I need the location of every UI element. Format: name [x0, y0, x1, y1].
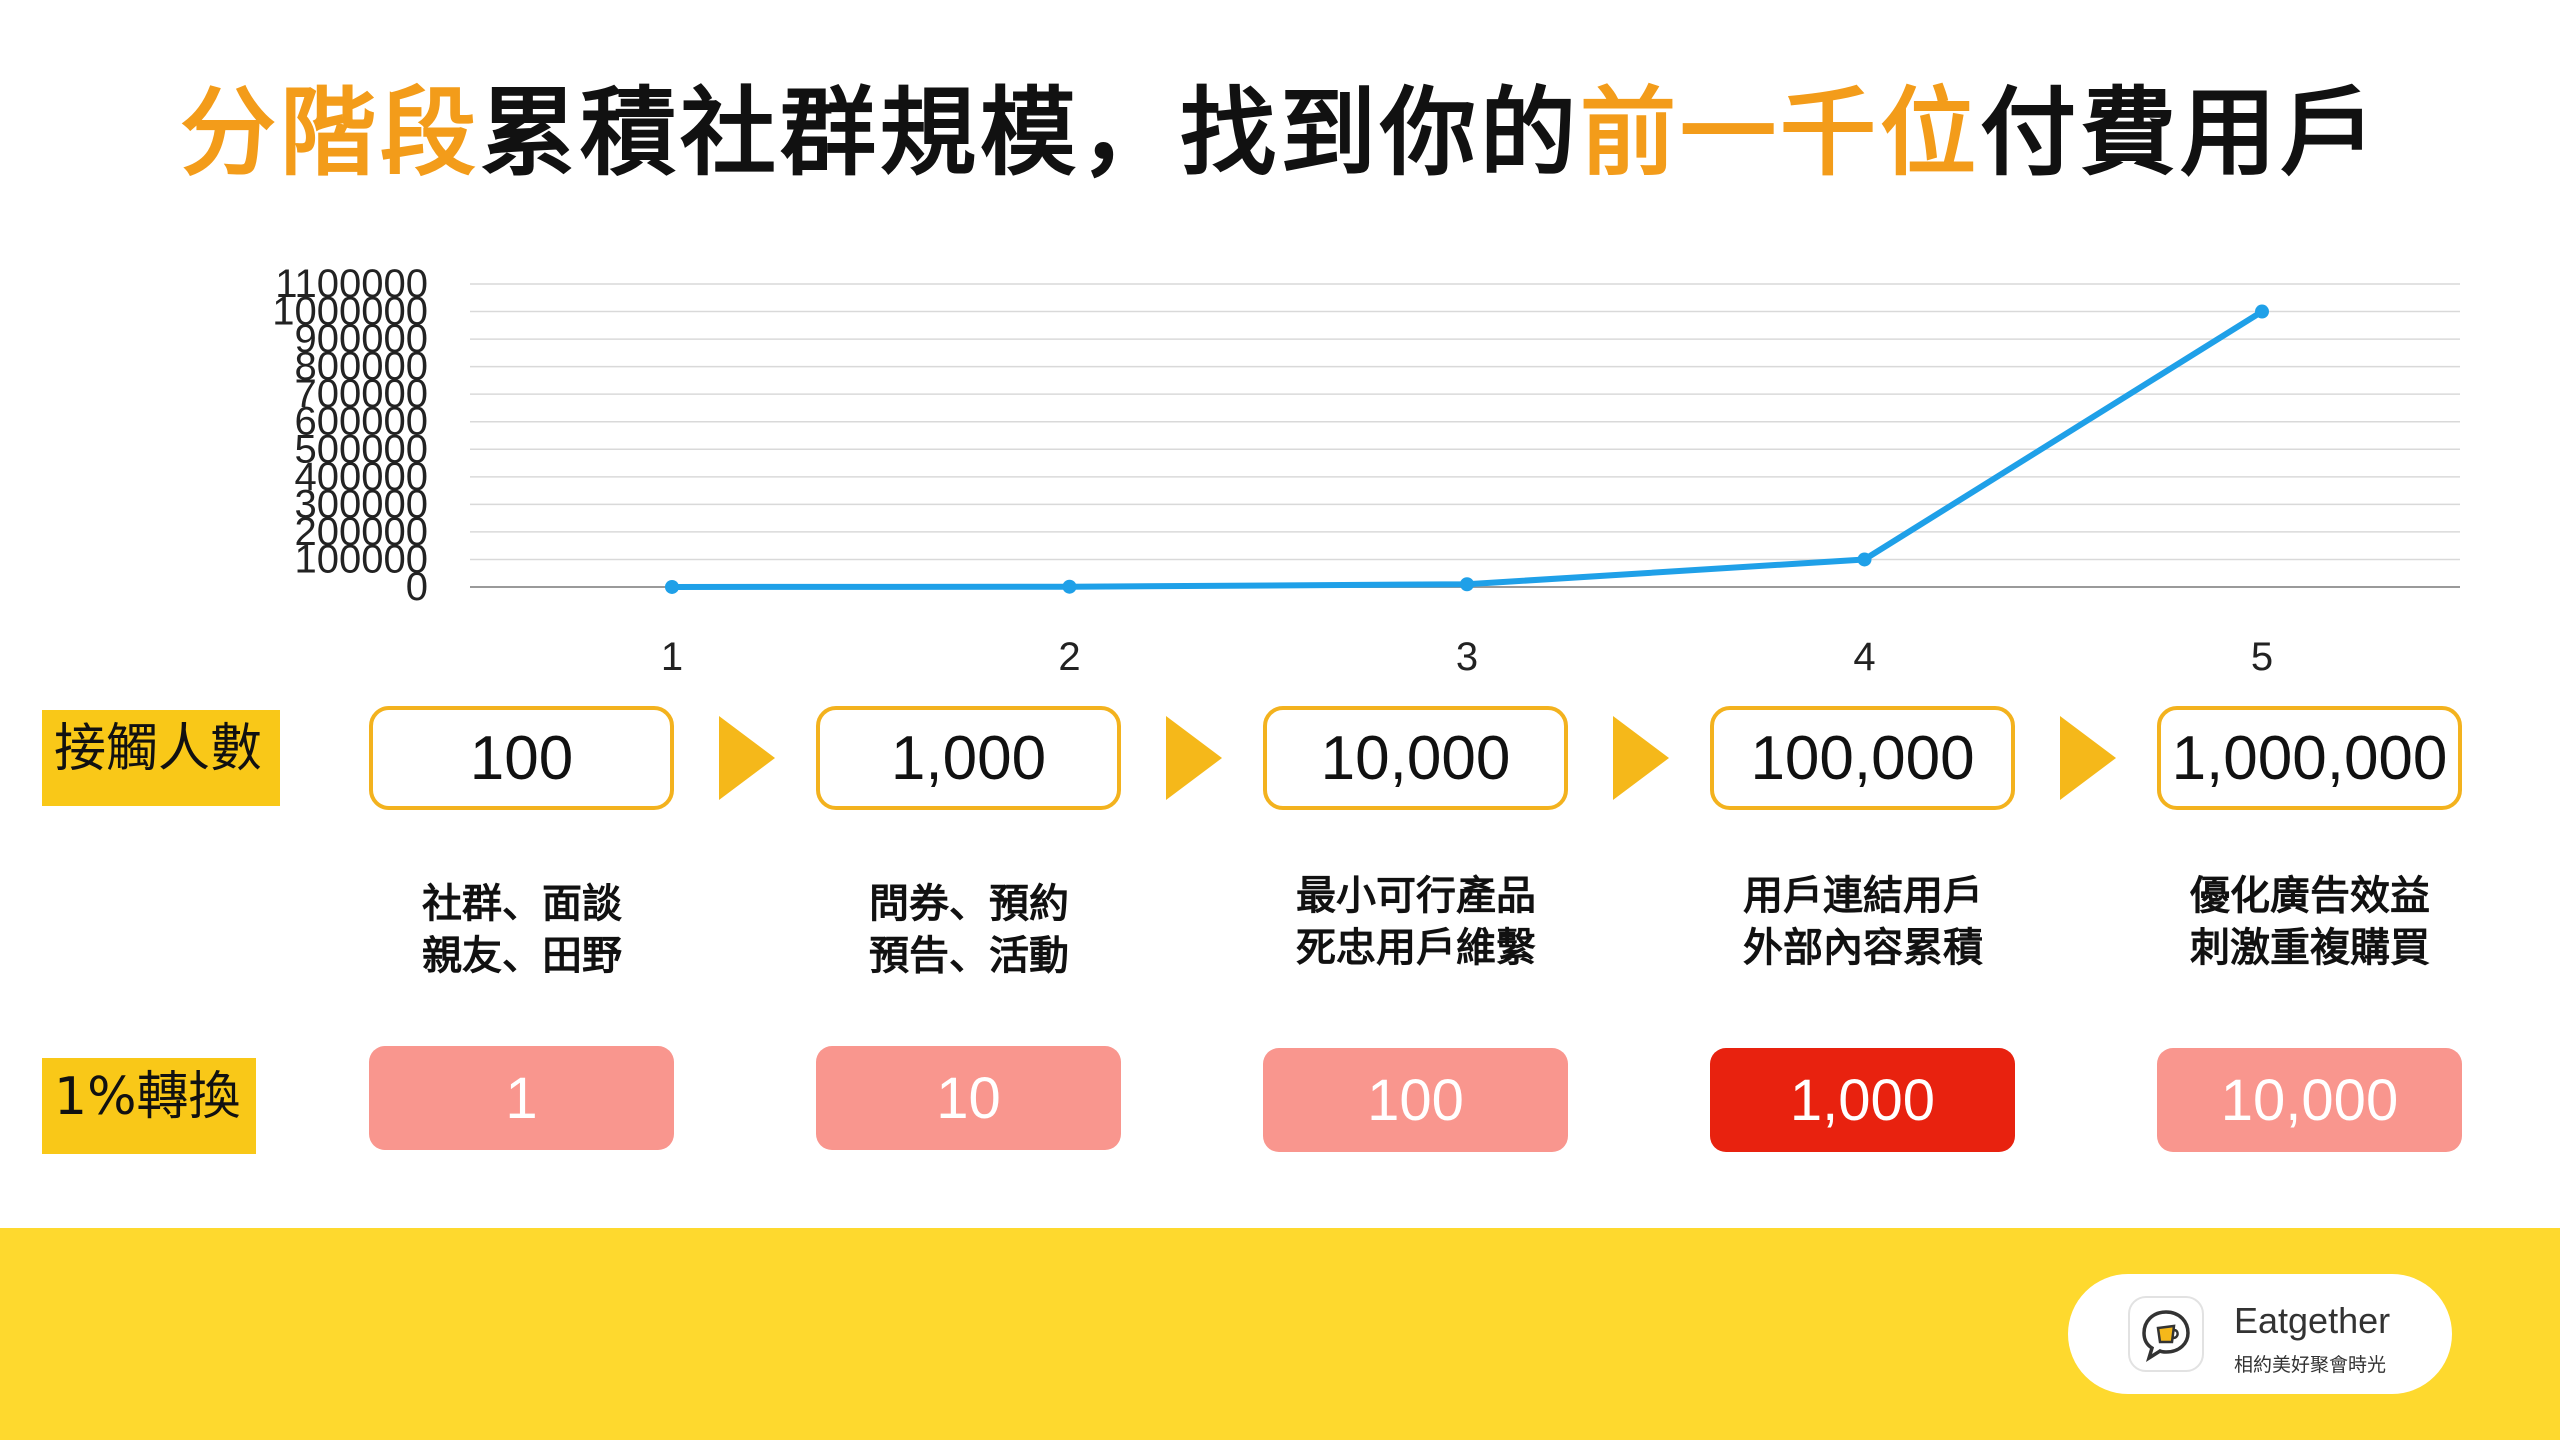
- growth-line-chart: 0100000200000300000400000500000600000700…: [272, 262, 2460, 679]
- stage-desc-1-line2: 親友、田野: [422, 933, 622, 979]
- logo-name: Eatgether: [2234, 1300, 2391, 1341]
- stage-desc-3: 最小可行產品 死忠用戶維繫: [1251, 870, 1581, 974]
- reach-box-4: 100,000: [1710, 706, 2015, 810]
- chart-y-axis: 0100000200000300000400000500000600000700…: [272, 262, 428, 609]
- arrow-right-icon: [2060, 716, 2116, 800]
- data-point: [2255, 304, 2269, 319]
- reach-box-3: 10,000: [1263, 706, 1568, 810]
- stage-desc-1: 社群、面談 親友、田野: [357, 878, 687, 982]
- conversion-box-4: 1,000: [1710, 1048, 2015, 1152]
- stage-desc-2-line1: 問券、預約: [869, 881, 1069, 927]
- y-tick-label: 400000: [295, 455, 428, 499]
- data-point: [1857, 552, 1872, 567]
- x-tick-label: 5: [2251, 635, 2273, 679]
- data-point: [1062, 579, 1077, 594]
- logo-tagline: 相約美好聚會時光: [2234, 1354, 2387, 1376]
- conversion-box-2: 10: [816, 1046, 1121, 1150]
- y-tick-label: 1000000: [272, 290, 428, 334]
- stage-desc-2: 問券、預約 預告、活動: [804, 878, 1134, 982]
- stage-desc-4-line2: 外部內容累積: [1743, 925, 1983, 971]
- chat-bubble-beer-icon: [2128, 1296, 2204, 1372]
- chart-gridlines: [470, 283, 2460, 588]
- y-tick-label: 1100000: [275, 262, 428, 306]
- arrow-right-icon: [1613, 716, 1669, 800]
- title-highlight-1: 分階段: [180, 77, 480, 189]
- reach-box-5: 1,000,000: [2157, 706, 2462, 810]
- y-tick-label: 600000: [295, 400, 428, 444]
- reach-box-1: 100: [369, 706, 674, 810]
- y-tick-label: 0: [406, 565, 428, 609]
- stage-desc-1-line1: 社群、面談: [422, 881, 622, 927]
- title-highlight-2: 前一千位: [1580, 77, 1980, 189]
- data-point: [1460, 577, 1474, 592]
- chart-x-axis: 1 2 3 4 5: [661, 635, 2273, 679]
- x-tick-label: 3: [1456, 635, 1478, 679]
- y-tick-label: 100000: [295, 537, 428, 581]
- data-point: [665, 579, 679, 594]
- chart-plot-area: [665, 304, 2269, 594]
- reach-row-label-text: 接觸人數: [54, 719, 263, 779]
- y-tick-label: 300000: [295, 482, 428, 526]
- x-tick-label: 2: [1058, 635, 1080, 679]
- conversion-box-5: 10,000: [2157, 1048, 2462, 1152]
- slide-title: 分階段累積社群規模，找到你的前一千位付費用戶: [0, 55, 2560, 194]
- y-tick-label: 700000: [295, 372, 428, 416]
- conversion-box-3: 100: [1263, 1048, 1568, 1152]
- arrow-right-icon: [1166, 716, 1222, 800]
- stage-desc-5-line1: 優化廣告效益: [2190, 873, 2430, 919]
- stage-desc-3-line2: 死忠用戶維繫: [1296, 925, 1536, 971]
- arrow-right-icon: [719, 716, 775, 800]
- reach-box-2: 1,000: [816, 706, 1121, 810]
- stage-desc-4-line1: 用戶連結用戶: [1743, 873, 1983, 919]
- stage-desc-3-line1: 最小可行產品: [1296, 873, 1536, 919]
- x-tick-label: 4: [1853, 635, 1875, 679]
- stage-desc-5: 優化廣告效益 刺激重複購買: [2145, 870, 2475, 974]
- stage-desc-5-line2: 刺激重複購買: [2190, 925, 2430, 971]
- conversion-row-label: 1%轉換: [42, 1058, 256, 1154]
- reach-row-label: 接觸人數: [42, 710, 280, 806]
- y-tick-label: 500000: [295, 427, 428, 471]
- stage-desc-2-line2: 預告、活動: [869, 933, 1069, 979]
- title-text-1: 累積社群規模，找到你的: [480, 77, 1580, 189]
- title-text-2: 付費用戶: [1980, 77, 2380, 189]
- y-tick-label: 200000: [295, 510, 428, 554]
- stage-desc-4: 用戶連結用戶 外部內容累積: [1698, 870, 2028, 974]
- x-tick-label: 1: [661, 635, 683, 679]
- y-tick-label: 900000: [295, 317, 428, 361]
- conversion-box-1: 1: [369, 1046, 674, 1150]
- y-tick-label: 800000: [295, 345, 428, 389]
- conversion-row-label-text: 1%轉換: [54, 1067, 241, 1127]
